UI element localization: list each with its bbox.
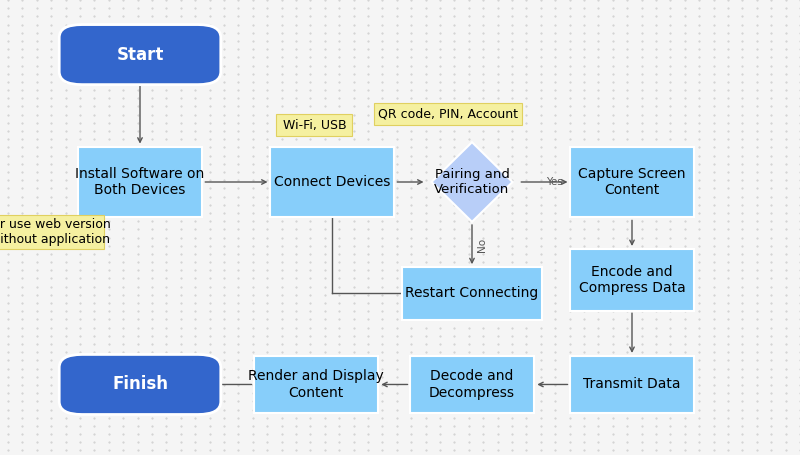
Polygon shape bbox=[431, 142, 513, 222]
FancyBboxPatch shape bbox=[374, 103, 522, 125]
FancyBboxPatch shape bbox=[570, 249, 694, 310]
FancyBboxPatch shape bbox=[570, 356, 694, 413]
Text: Or use web version
without application: Or use web version without application bbox=[0, 218, 110, 246]
FancyBboxPatch shape bbox=[402, 268, 542, 319]
Text: Start: Start bbox=[116, 46, 164, 64]
Text: No: No bbox=[477, 238, 486, 252]
FancyBboxPatch shape bbox=[270, 147, 394, 217]
Text: QR code, PIN, Account: QR code, PIN, Account bbox=[378, 107, 518, 120]
FancyBboxPatch shape bbox=[78, 147, 202, 217]
Text: Finish: Finish bbox=[112, 375, 168, 394]
Text: Render and Display
Content: Render and Display Content bbox=[248, 369, 384, 399]
Text: Transmit Data: Transmit Data bbox=[583, 378, 681, 391]
FancyBboxPatch shape bbox=[0, 215, 104, 249]
FancyBboxPatch shape bbox=[277, 114, 352, 136]
FancyBboxPatch shape bbox=[254, 356, 378, 413]
Text: Pairing and
Verification: Pairing and Verification bbox=[434, 168, 510, 196]
FancyBboxPatch shape bbox=[570, 147, 694, 217]
Text: Decode and
Decompress: Decode and Decompress bbox=[429, 369, 515, 399]
Text: Capture Screen
Content: Capture Screen Content bbox=[578, 167, 686, 197]
Text: Install Software on
Both Devices: Install Software on Both Devices bbox=[75, 167, 205, 197]
Text: Encode and
Compress Data: Encode and Compress Data bbox=[578, 265, 686, 295]
Text: Wi-Fi, USB: Wi-Fi, USB bbox=[282, 119, 346, 131]
FancyBboxPatch shape bbox=[410, 356, 534, 413]
FancyBboxPatch shape bbox=[59, 25, 221, 85]
Text: Restart Connecting: Restart Connecting bbox=[406, 287, 538, 300]
FancyBboxPatch shape bbox=[59, 354, 221, 415]
Text: Connect Devices: Connect Devices bbox=[274, 175, 390, 189]
Text: Yes: Yes bbox=[546, 177, 562, 187]
